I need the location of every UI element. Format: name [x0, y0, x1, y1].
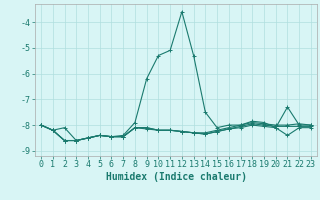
X-axis label: Humidex (Indice chaleur): Humidex (Indice chaleur)	[106, 172, 246, 182]
